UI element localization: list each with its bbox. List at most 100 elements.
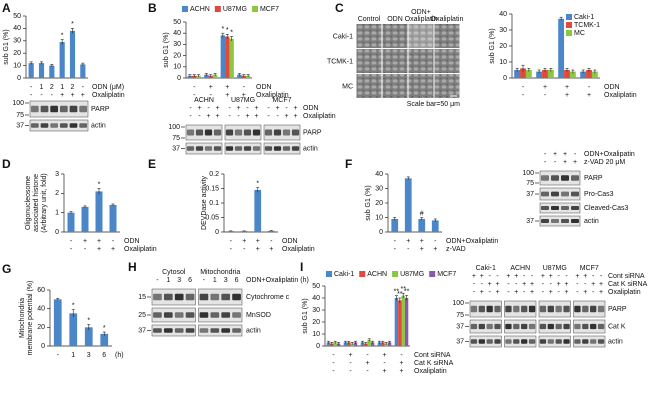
significance: * [230,29,233,36]
condition-sign: + [565,92,569,99]
image-row: Caki-1 [333,33,353,40]
condition-sign: + [242,238,246,245]
micrograph [408,49,434,73]
y-axis-label: Mitochondria [19,298,26,338]
blot-band [59,105,68,113]
condition-sign: 2 [50,84,54,91]
blot-band [539,305,547,313]
lane-label: ODN+Oxaliplatin (h) [246,277,309,284]
lane-sign: + [583,273,587,280]
blot-band [204,129,213,136]
blot-frame [151,324,196,337]
lane-sign: - [473,289,476,296]
condition-sign: - [407,246,410,253]
y-tick-label: 40 [37,306,45,313]
blot-band [494,323,501,330]
blot-frame [185,142,223,155]
bar [542,70,548,78]
lane-sign: + [565,281,569,288]
band-label: Cytochrome c [246,294,290,301]
lane-sign: + [472,273,476,280]
blot-band [50,105,59,113]
y-tick-label: 0 [379,229,383,236]
bar [398,300,402,346]
condition-sign: - [544,92,547,99]
bar [377,342,382,346]
blot-band [555,323,562,330]
condition-sign: + [399,368,403,375]
lane-sign: + [480,289,484,296]
lane-sign: - [565,273,568,280]
mw-marker: 100 [522,170,534,177]
blot-band [185,293,195,301]
lane-sign: - [592,289,595,296]
legend-label: TCMK-1 [574,22,600,29]
y-tick-label: 50 [173,19,181,26]
mw-marker: 37 [16,122,24,129]
condition-sign: - [394,238,397,245]
bar [360,342,365,346]
blot-band [470,305,478,313]
band-label: Pro-Cas3 [584,191,614,198]
y-tick-label: 0.05 [205,214,219,221]
blot-band [582,323,589,330]
lane-sign: + [599,281,603,288]
blot-column: U87MG [543,265,567,272]
blot-band [551,191,559,197]
legend-swatch [392,271,399,277]
bar [525,70,532,78]
y-tick-label: 10 [375,214,383,221]
blot-band [597,323,605,330]
condition-label: Oxaliplatin [414,368,447,375]
blot-band [252,129,261,136]
significance: * [221,26,224,33]
bar [418,218,426,232]
blot-frame [198,307,243,323]
condition-sign: - [51,92,54,99]
condition-sign: + [81,92,85,99]
mw-marker: 37 [456,323,464,330]
lane-sign: + [488,281,492,288]
x-tick-label: - [57,352,60,359]
legend-label: U87MG [223,6,247,13]
blot-band [153,293,162,301]
condition-label: ODN [604,84,620,91]
lane-sign: + [549,289,553,296]
lane-sign: + [557,281,561,288]
significance: ** [397,291,403,298]
bar [225,36,230,78]
lane-sign: + [514,273,518,280]
y-tick-label: 0 [17,75,21,82]
blot-band [561,175,569,181]
blot-band [291,129,300,136]
condition-sign: - [230,238,233,245]
blot-band [551,175,559,181]
blot-band [528,305,536,313]
condition-sign: + [111,246,115,253]
blot-frame [224,124,262,141]
bar [404,178,412,232]
bar [69,30,76,79]
lane-sign: 3 [177,277,181,284]
condition-sign: - [434,238,437,245]
blot-band [195,129,204,136]
bar [387,342,392,346]
condition-sign: + [83,238,87,245]
blot-frame [263,142,301,155]
lane-label: Oxaliplatin [608,289,641,296]
lane-sign: - [207,105,210,112]
blot-band [528,339,536,344]
bar [431,220,439,232]
legend-swatch [326,271,332,277]
condition-sign: - [332,360,335,367]
lane-sign: 6 [188,277,192,284]
blot-band [273,146,282,151]
blot-band [40,123,49,128]
condition-sign: - [400,352,403,359]
lane-sign: 3 [224,277,228,284]
condition-sign: - [332,352,335,359]
y-tick-label: 10 [13,62,21,69]
lane-sign: - [523,289,526,296]
significance: * [256,180,259,187]
panel-letter: I [300,260,303,274]
